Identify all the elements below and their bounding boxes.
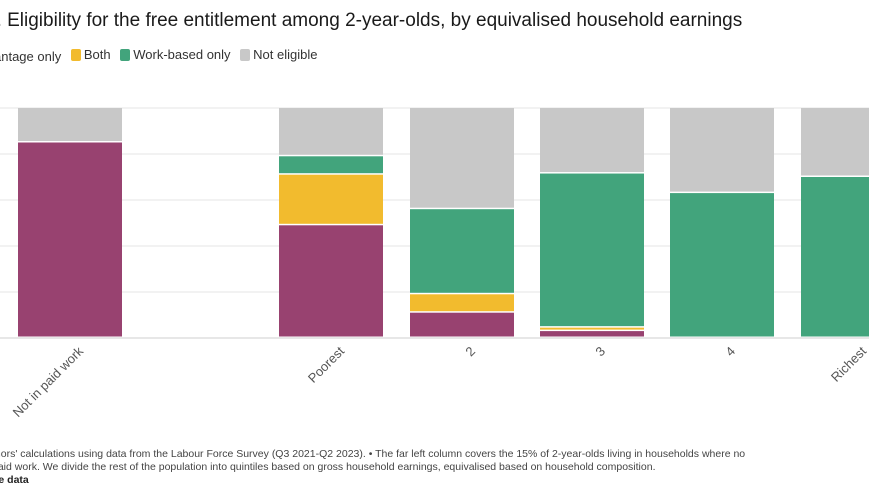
bar-segment-2-1[interactable]: [410, 294, 514, 312]
legend-item-disadvantage[interactable]: antage only: [0, 49, 61, 64]
legend-label-both: Both: [83, 47, 111, 62]
x-tick-label-richest: Richest: [828, 343, 869, 385]
stacked-bar-chart: Not in paid work Poorest 2 3 4 Richest: [0, 107, 869, 420]
x-tick-label-3: 3: [592, 344, 608, 360]
bar-segment-3-0[interactable]: [540, 331, 644, 337]
x-tick-label-poorest: Poorest: [305, 343, 348, 386]
bar-segment-3-3[interactable]: [540, 108, 644, 173]
bar-segment-not-in-paid-work-3[interactable]: [18, 108, 122, 141]
notes-line-2: paid work. We divide the rest of the pop…: [0, 461, 656, 473]
bar-segment-4-2[interactable]: [670, 193, 774, 337]
bar-segment-3-1[interactable]: [540, 327, 644, 330]
bar-segment-3-2[interactable]: [540, 173, 644, 327]
legend-swatch-both: [70, 48, 81, 61]
chart-title: 1. Eligibility for the free entitlement …: [0, 10, 743, 31]
x-tick-label-not-in-paid-work: Not in paid work: [10, 343, 87, 420]
bar-segment-2-2[interactable]: [410, 209, 514, 293]
legend: antage only Both Work-based only Not eli…: [0, 47, 324, 64]
bar-segment-poorest-0[interactable]: [279, 225, 383, 337]
legend-item-both[interactable]: Both: [70, 47, 111, 62]
bar-segment-poorest-2[interactable]: [279, 156, 383, 174]
get-the-data-link[interactable]: he data: [0, 474, 29, 486]
bar-segment-richest-3[interactable]: [801, 108, 869, 176]
legend-item-work-based[interactable]: Work-based only: [120, 47, 231, 62]
bar-segment-poorest-1[interactable]: [279, 174, 383, 224]
bar-segment-4-3[interactable]: [670, 108, 774, 192]
bar-segment-2-3[interactable]: [410, 108, 514, 208]
legend-swatch-not-eligible: [240, 48, 251, 61]
chart-notes: thors' calculations using data from the …: [0, 448, 852, 487]
x-tick-label-2: 2: [462, 344, 478, 360]
legend-label-work-based: Work-based only: [133, 47, 231, 62]
bar-segment-not-in-paid-work-0[interactable]: [18, 142, 122, 337]
bar-segment-2-0[interactable]: [410, 312, 514, 337]
bar-segment-richest-2[interactable]: [801, 177, 869, 337]
bar-segment-poorest-3[interactable]: [279, 108, 383, 155]
legend-item-not-eligible[interactable]: Not eligible: [240, 47, 318, 62]
legend-label-disadvantage: antage only: [0, 48, 62, 64]
notes-line-1: thors' calculations using data from the …: [0, 448, 746, 460]
legend-swatch-work-based: [120, 48, 131, 61]
x-tick-label-4: 4: [722, 344, 738, 360]
legend-label-not-eligible: Not eligible: [253, 47, 318, 62]
